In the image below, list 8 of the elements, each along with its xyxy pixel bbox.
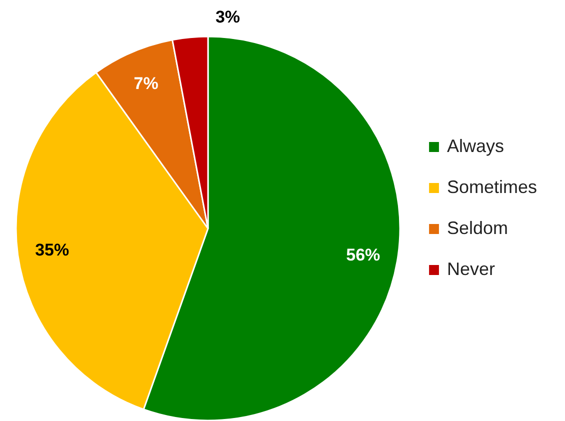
legend-label: Never <box>447 259 496 279</box>
data-label: 3% <box>215 7 240 26</box>
data-label: 56% <box>346 245 380 264</box>
legend-label: Sometimes <box>447 177 538 197</box>
data-label: 35% <box>35 240 70 260</box>
legend-label: Always <box>447 136 504 156</box>
legend-label: Seldom <box>447 218 508 238</box>
data-label: 7% <box>134 74 158 93</box>
